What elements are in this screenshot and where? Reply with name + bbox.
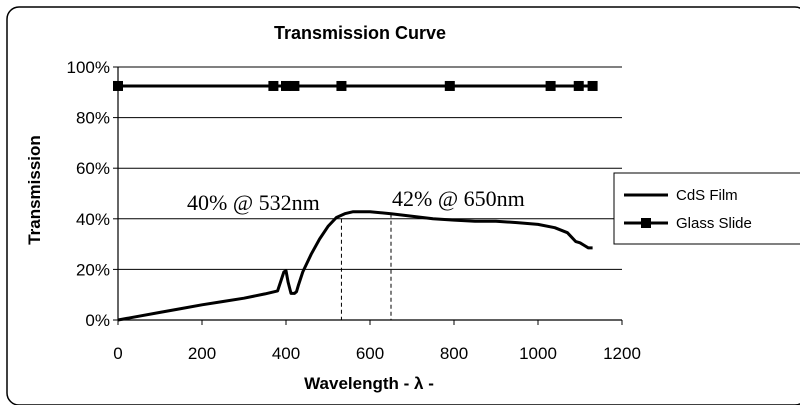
series-marker — [444, 80, 455, 91]
legend-marker-glass-slide — [641, 218, 651, 228]
series-marker — [573, 80, 584, 91]
y-tick-label: 20% — [76, 260, 110, 279]
y-tick-label: 100% — [67, 58, 110, 77]
chart-title: Transmission Curve — [274, 23, 446, 43]
series-marker — [545, 80, 556, 91]
x-tick-labels: 0 200 400 600 800 1000 1200 — [113, 344, 641, 363]
y-axis-title: Transmission — [25, 135, 44, 245]
series-marker — [113, 80, 123, 91]
series-marker — [336, 80, 347, 91]
series-marker — [289, 80, 300, 91]
x-tick-label: 800 — [440, 344, 468, 363]
series — [113, 80, 598, 322]
legend-label-glass-slide: Glass Slide — [676, 215, 752, 232]
annotations: 40% @ 532nm 42% @ 650nm — [187, 186, 525, 320]
x-tick-label: 0 — [113, 344, 122, 363]
series-marker — [268, 80, 279, 91]
legend-label-cds-film: CdS Film — [676, 187, 738, 204]
x-axis-title: Wavelength - λ - — [304, 374, 434, 393]
y-tick-label: 40% — [76, 210, 110, 229]
series-marker — [281, 80, 291, 91]
legend: CdS Film Glass Slide — [613, 172, 800, 245]
grid — [118, 66, 622, 270]
series-marker — [587, 80, 598, 91]
x-tick-label: 600 — [356, 344, 384, 363]
x-tick-label: 400 — [272, 344, 300, 363]
x-tick-label: 1200 — [603, 344, 641, 363]
x-tick-label: 200 — [188, 344, 216, 363]
series-line-1 — [117, 210, 593, 322]
annotation-label-2: 42% @ 650nm — [392, 186, 525, 211]
legend-box — [613, 172, 800, 245]
y-tick-labels: 0% 20% 40% 60% 80% 100% — [67, 58, 110, 330]
y-tick-label: 80% — [76, 109, 110, 128]
axes — [113, 66, 623, 325]
y-tick-label: 60% — [76, 159, 110, 178]
x-tick-label: 1000 — [519, 344, 557, 363]
y-tick-label: 0% — [85, 311, 110, 330]
annotation-label-1: 40% @ 532nm — [187, 190, 320, 215]
